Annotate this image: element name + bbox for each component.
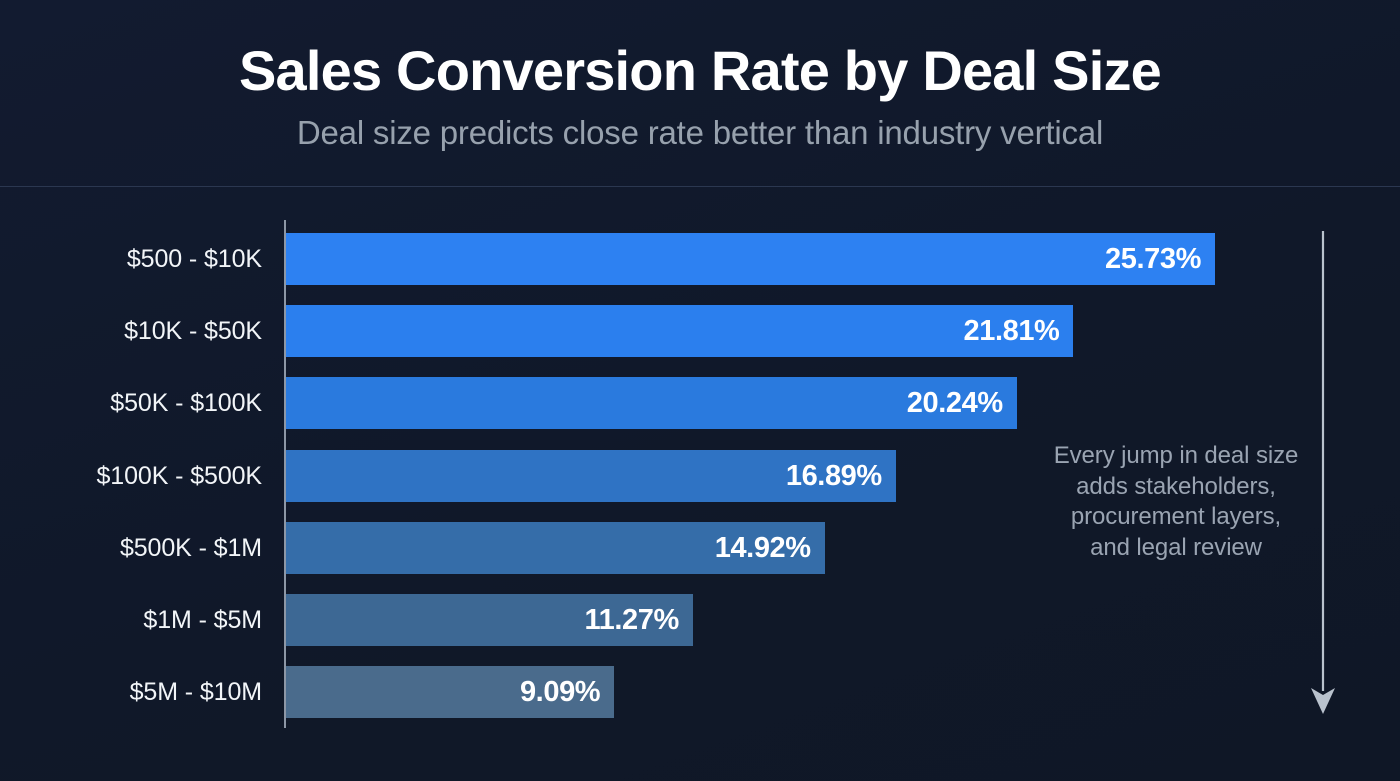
bar: 25.73%: [286, 233, 1215, 285]
category-label: $10K - $50K: [124, 317, 262, 346]
header-divider: [0, 186, 1400, 187]
bar: 11.27%: [286, 594, 693, 646]
bar-value-label: 16.89%: [785, 459, 882, 492]
category-label: $50K - $100K: [110, 389, 262, 418]
bar-row: $5M - $10M 9.09%: [0, 666, 1400, 719]
category-label: $1M - $5M: [143, 606, 262, 634]
bar-row: $500K - $1M 14.92%: [0, 521, 1400, 574]
bar: 16.89%: [286, 449, 896, 502]
bar-value-label: 21.81%: [963, 315, 1060, 348]
bar-row: $1M - $5M 11.27%: [0, 594, 1400, 646]
bar-value-label: 20.24%: [906, 387, 1003, 420]
bar: 9.09%: [286, 666, 615, 719]
bar-value-label: 25.73%: [1105, 243, 1201, 275]
bar-row: $100K - $500K 16.89%: [0, 449, 1400, 502]
annotation-line-2: adds stakeholders,: [1076, 472, 1276, 500]
bar: 14.92%: [286, 521, 825, 574]
chart-header: Sales Conversion Rate by Deal Size Deal …: [0, 0, 1400, 186]
bar-row: $50K - $100K 20.24%: [0, 377, 1400, 430]
category-label: $500 - $10K: [126, 245, 262, 273]
chart-annotation: Every jump in deal size adds stakeholder…: [1030, 441, 1322, 563]
bar-row: $500 - $10K 25.73%: [0, 233, 1400, 285]
bar-value-label: 14.92%: [714, 531, 811, 564]
annotation-line-3: procurement layers,: [1070, 503, 1282, 530]
bar-value-label: 11.27%: [584, 604, 680, 636]
page-title: Sales Conversion Rate by Deal Size: [238, 39, 1162, 102]
bar-value-label: 9.09%: [519, 676, 601, 709]
bar-row: $10K - $50K 21.81%: [0, 305, 1400, 358]
bar: 20.24%: [286, 377, 1017, 430]
chart-subtitle: Deal size predicts close rate better tha…: [296, 114, 1104, 151]
annotation-line-4: and legal review: [1090, 533, 1262, 561]
downward-trend-arrow-icon: [1300, 225, 1350, 720]
annotation-line-1: Every jump in deal size: [1053, 442, 1299, 469]
y-axis-spine: [284, 220, 286, 728]
bar: 21.81%: [286, 305, 1074, 358]
category-label: $500K - $1M: [119, 533, 262, 562]
category-label: $5M - $10M: [129, 678, 262, 707]
category-label: $100K - $500K: [96, 461, 263, 490]
